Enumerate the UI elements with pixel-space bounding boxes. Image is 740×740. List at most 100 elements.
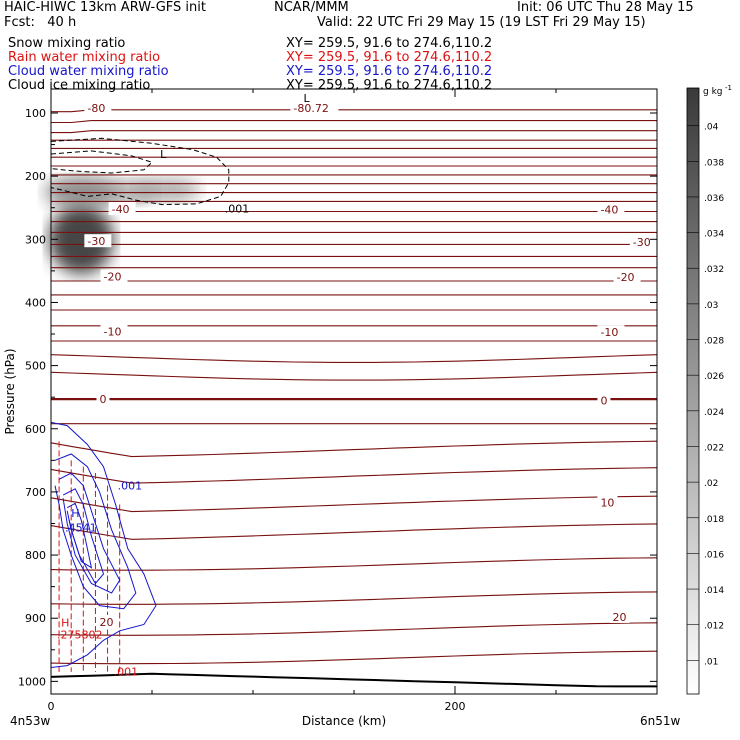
isotherm-label-bg xyxy=(84,100,112,114)
isotherm-line xyxy=(51,130,657,134)
y-tick-label: 400 xyxy=(25,296,46,309)
colorbar-tick-label: .014 xyxy=(704,586,724,596)
colorbar-tick-label: .018 xyxy=(704,515,724,525)
colorbar-tick-label: .026 xyxy=(704,372,724,382)
colorbar-tick-label: .034 xyxy=(704,230,724,240)
contour-annotation: .001 xyxy=(114,665,138,678)
isotherm-label: -30 xyxy=(87,235,105,248)
colorbar-tick-label: .012 xyxy=(704,622,724,632)
isotherm-label: -40 xyxy=(112,203,130,216)
cloud-ice-contours xyxy=(50,137,230,206)
colorbar-tick-label: .038 xyxy=(704,158,724,168)
isotherm-label-bg xyxy=(96,615,117,629)
isotherm-label: -10 xyxy=(104,326,122,339)
forecast-hour: Fcst: 40 h xyxy=(4,15,77,30)
contour-annotation: .001 xyxy=(225,202,250,215)
contour-annotation: .275802 xyxy=(57,629,102,642)
isotherm-label-bg xyxy=(597,393,611,407)
y-tick-label: 500 xyxy=(25,360,46,373)
isotherm-label: -20 xyxy=(617,271,635,284)
cloud-ice-contour xyxy=(50,137,230,206)
rain-field-name: Rain water mixing ratio xyxy=(8,50,161,65)
contour-annotation: .4541 xyxy=(65,521,97,534)
isotherm-line xyxy=(51,109,657,113)
colorbar-tick-label: .032 xyxy=(704,265,724,275)
isotherm-label-bg xyxy=(609,609,630,623)
colorbar-tick-label: .016 xyxy=(704,550,724,560)
isotherm-label-bg xyxy=(108,201,136,215)
y-tick-label: 800 xyxy=(25,549,46,562)
isotherm-line xyxy=(50,495,658,513)
isotherm-label: 0 xyxy=(600,394,607,407)
colorbar-ramp xyxy=(686,87,700,695)
rain-field-xy: XY= 259.5, 91.6 to 274.6,110.2 xyxy=(286,50,493,65)
cloud-ice-contour xyxy=(50,150,153,174)
isotherm-line xyxy=(50,622,658,636)
colorbar-tick-label: .02 xyxy=(704,479,718,489)
isotherm-line xyxy=(50,591,658,605)
isotherm-line xyxy=(50,371,658,381)
y-tick-label: 100 xyxy=(25,107,46,120)
colorbar-unit: g kg xyxy=(703,87,723,97)
colorbar-tick-label: .01 xyxy=(704,657,718,667)
cloud-water-contours xyxy=(50,421,157,668)
isotherm-label-bg xyxy=(597,325,625,339)
x-axis-title: Distance (km) xyxy=(302,714,386,728)
isotherm-label-bg xyxy=(597,495,618,509)
cloud-water-contour xyxy=(50,421,157,668)
contour-annotation: H xyxy=(61,617,69,630)
isotherm-label-bg xyxy=(100,324,128,338)
isotherm-line xyxy=(50,523,658,540)
y-tick-label: 300 xyxy=(25,233,46,246)
contour-annotation: L xyxy=(160,148,167,161)
cloud-water-contour xyxy=(54,453,137,610)
isotherm-label-bg xyxy=(96,392,110,406)
isotherm-layer xyxy=(50,109,658,665)
y-tick-label: 600 xyxy=(25,423,46,436)
x-end-label: 6n51w xyxy=(640,714,681,728)
contour-annotation: .001 xyxy=(118,480,143,493)
cloud-water-contour xyxy=(58,472,121,594)
isotherm-label: -80 xyxy=(87,102,105,115)
plot-frame xyxy=(50,88,658,695)
colorbar-tick-label: .022 xyxy=(704,443,724,453)
colorbar-tick-label: .04 xyxy=(704,123,719,133)
isotherm-label-bg xyxy=(629,234,657,248)
colorbar: .01 .012 .014 .016 .018 .02 .022 .024 .026 .028 .0… xyxy=(686,84,732,695)
isotherm-line xyxy=(51,120,657,124)
isotherm-line xyxy=(50,557,658,571)
isotherm-label: 20 xyxy=(613,611,627,624)
isotherm-label-bg xyxy=(613,270,641,284)
contour-annotation: L xyxy=(304,92,311,105)
isotherm-label-bg xyxy=(84,234,112,248)
isotherm-line xyxy=(50,440,658,458)
isotherm-label: 0 xyxy=(99,393,106,406)
colorbar-unit-exponent: -1 xyxy=(725,84,732,92)
terrain-line xyxy=(50,672,657,688)
isotherm-label: -10 xyxy=(600,326,618,339)
isotherm-label-bg xyxy=(597,202,625,216)
cloud-water-field-name: Cloud water mixing ratio xyxy=(8,64,169,79)
x-start-label: 4n53w xyxy=(10,714,51,728)
y-tick-label: 700 xyxy=(25,486,46,499)
isotherm-label: -30 xyxy=(633,236,651,249)
cloud-water-contour xyxy=(66,502,93,569)
snow-field-xy: XY= 259.5, 91.6 to 274.6,110.2 xyxy=(286,36,493,51)
ground-surface-line xyxy=(50,672,657,688)
valid-time: Valid: 22 UTC Fri 29 May 15 (19 LST Fri … xyxy=(317,15,646,30)
colorbar-tick-label: .028 xyxy=(704,337,724,347)
isotherm-label-bg xyxy=(290,100,339,114)
isotherm-label: -80.72 xyxy=(293,102,328,115)
isotherm-label: 20 xyxy=(99,616,113,629)
contour-labels: -80 -80.72 -40 -40 -30 -30 -20 -20 -10 -10 0 0 10 20 2… xyxy=(57,92,657,678)
x-tick-label: 200 xyxy=(445,700,466,713)
colorbar-tick-label: .024 xyxy=(704,408,724,418)
y-tick-label: 200 xyxy=(25,170,46,183)
init-time: Init: 06 UTC Thu 28 May 15 xyxy=(517,0,694,15)
snow-shade-blob xyxy=(135,178,201,202)
model-title: HAIC-HIWC 13km ARW-GFS init xyxy=(4,0,206,15)
colorbar-tick-label: .036 xyxy=(704,194,724,204)
